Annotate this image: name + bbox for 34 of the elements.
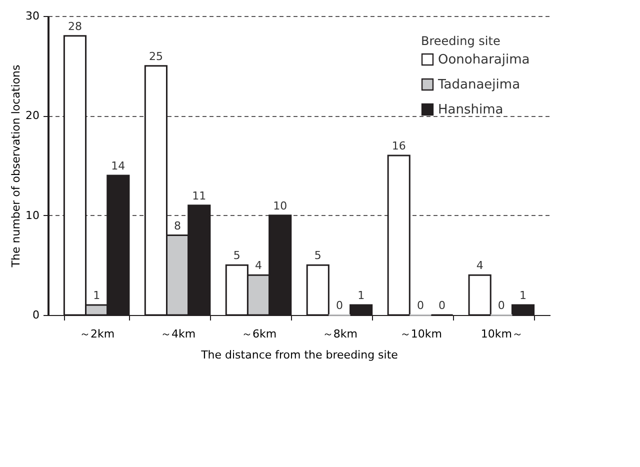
- data-label: 11: [192, 189, 206, 202]
- data-label: 5: [233, 249, 240, 262]
- data-label: 4: [255, 259, 262, 272]
- legend-label: Hanshima: [438, 102, 504, 118]
- y-tick-label: 10: [26, 208, 40, 222]
- x-tick-label: ～4km: [160, 328, 196, 340]
- x-tick-label: ～10km: [400, 328, 442, 340]
- data-label: 1: [520, 289, 527, 302]
- x-tick-label: ～6km: [241, 328, 277, 340]
- data-label: 0: [416, 299, 424, 312]
- legend-label: Oonoharajima: [438, 52, 530, 68]
- data-label: 0: [336, 299, 343, 312]
- data-label: 25: [148, 50, 163, 63]
- data-label: 4: [476, 259, 484, 272]
- x-axis-title: The distance from the breeding site: [200, 348, 398, 362]
- y-tick-label: 30: [26, 10, 40, 22]
- x-tick-label: ～8km: [322, 328, 358, 340]
- y-tick-label: 0: [32, 308, 40, 322]
- y-axis-title: The number of observation locations: [10, 64, 23, 268]
- data-label: 5: [314, 249, 322, 262]
- data-label: 0: [498, 299, 505, 312]
- data-label: 10: [273, 199, 288, 212]
- data-label: 1: [93, 289, 100, 302]
- y-tick-label: 20: [26, 109, 40, 122]
- data-label: 0: [438, 299, 446, 312]
- x-tick-label: ～2km: [80, 328, 115, 340]
- data-label: 14: [111, 159, 126, 172]
- data-label: 28: [68, 20, 82, 33]
- data-label: 1: [358, 289, 365, 302]
- legend-label: Tadanaejima: [437, 78, 520, 92]
- data-label: 8: [174, 219, 182, 232]
- x-tick-label: 10km～: [480, 328, 523, 340]
- legend-title: Breeding site: [421, 34, 500, 48]
- data-label: 16: [392, 140, 406, 153]
